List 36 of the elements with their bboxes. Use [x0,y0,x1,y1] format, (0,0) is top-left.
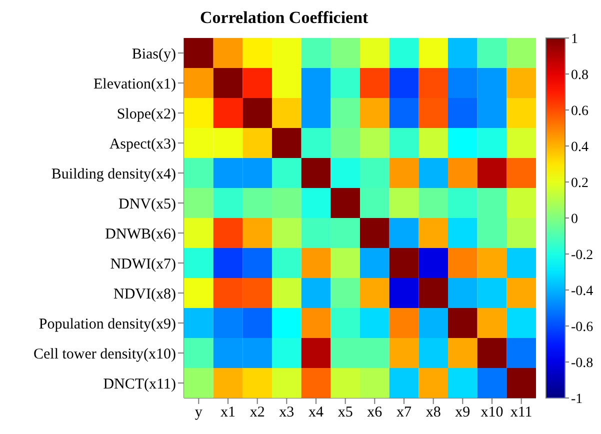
color-bar-label: -0.2 [571,248,594,263]
x-tick-label: x7 [396,404,412,421]
y-tick-label: NDWI(x7) [110,256,176,272]
color-bar-label: 0.6 [571,104,588,119]
x-tick-label: x5 [338,404,353,421]
y-tick-label: NDVI(x8) [114,286,176,302]
color-bar-label: 0 [571,212,578,227]
x-tick-label: x11 [510,404,532,421]
x-tick-label: x6 [367,404,383,421]
color-bar-label: -1 [571,392,583,407]
y-tick-label: Population density(x9) [38,316,176,332]
y-tick-label: Slope(x2) [116,106,176,122]
y-tick-label: DNCT(x11) [103,376,176,392]
color-bar-label: 0.2 [571,176,588,191]
y-tick-label: DNWB(x6) [105,226,176,242]
color-bar-label: 0.8 [571,68,588,83]
x-tick-label: x4 [308,404,324,421]
x-tick-label: x1 [220,404,236,421]
y-tick-label: Bias(y) [132,46,176,62]
x-tick-label: x8 [426,404,441,421]
color-bar-label: -0.8 [571,356,594,371]
chart-title: Correlation Coefficient [200,8,368,28]
y-tick-label: Elevation(x1) [94,76,176,92]
y-tick-label: Cell tower density(x10) [34,346,176,362]
color-bar-label: 0.4 [571,140,588,155]
color-bar-label: -0.4 [571,284,594,299]
y-tick-label: Building density(x4) [51,166,176,182]
x-tick-label: x10 [480,404,504,421]
color-bar-label: 1 [571,32,578,47]
x-tick-label: x2 [250,404,265,421]
y-tick-label: Aspect(x3) [109,136,176,152]
y-tick-label: DNV(x5) [118,196,176,212]
x-tick-label: x3 [279,404,294,421]
x-tick-label: y [194,404,203,421]
color-bar-label: -0.6 [571,320,594,335]
x-tick-label: x9 [455,404,470,421]
